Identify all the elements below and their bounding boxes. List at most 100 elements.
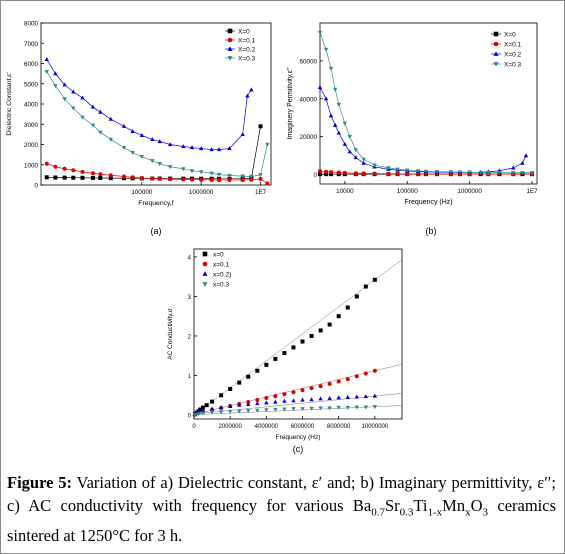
data-point xyxy=(168,177,173,182)
data-point xyxy=(258,124,263,129)
data-point xyxy=(353,171,358,176)
data-point xyxy=(332,122,338,127)
data-point xyxy=(237,402,242,407)
x-tick-label: 1000000 xyxy=(189,189,214,196)
legend-marker xyxy=(493,51,499,56)
x-tick-label: 4000000 xyxy=(255,424,279,430)
data-point xyxy=(497,171,502,176)
data-point xyxy=(372,393,378,398)
data-point xyxy=(255,408,260,413)
data-point xyxy=(181,144,186,149)
formula-subscript-1: 0.7 xyxy=(371,506,385,519)
data-point xyxy=(157,139,162,144)
y-tick-label: 4000 xyxy=(24,102,39,109)
data-point xyxy=(354,394,359,399)
data-point xyxy=(291,390,296,395)
caption-line-1: Variation of a) Dielectric constant, ε′ … xyxy=(76,473,447,492)
series-line-2 xyxy=(46,59,252,150)
data-point xyxy=(240,177,245,182)
data-point xyxy=(336,130,341,135)
figure-caption: Figure 5: Variation of a) Dielectric con… xyxy=(7,471,556,547)
formula-subscript-7: x xyxy=(465,506,471,519)
x-tick-label: 1E7 xyxy=(526,188,538,195)
data-point xyxy=(192,413,198,418)
data-point xyxy=(405,171,410,176)
y-tick-label: 20000 xyxy=(299,134,317,141)
data-point xyxy=(228,386,233,391)
data-point xyxy=(273,394,278,399)
data-point xyxy=(53,164,58,169)
data-point xyxy=(249,87,254,92)
legend-label: X=0 xyxy=(238,29,250,36)
plot-frame xyxy=(40,22,272,186)
chart-imaginary-permittivity: 0 20000 40000 60000 10000 100000 1000000 1E7 Fre… xyxy=(287,22,538,236)
data-point xyxy=(200,411,206,416)
data-point xyxy=(361,160,366,165)
data-point xyxy=(108,137,114,142)
data-point xyxy=(150,159,155,164)
x-axis-title: Frequency (Hz) xyxy=(404,199,452,206)
data-point xyxy=(363,405,369,410)
data-point xyxy=(342,170,347,175)
formula-subscript-9: 3 xyxy=(482,506,489,519)
data-point xyxy=(395,167,400,172)
data-point xyxy=(201,405,206,410)
data-point xyxy=(255,398,260,403)
data-point xyxy=(90,171,95,176)
data-point xyxy=(130,151,135,155)
data-point xyxy=(363,371,368,376)
caption-figure-label: Figure 5: xyxy=(7,473,72,492)
data-point xyxy=(209,147,214,152)
data-point xyxy=(80,95,85,100)
data-point xyxy=(240,174,245,179)
y-axis-title: Imaginery Permitivity,ε'' xyxy=(287,67,294,139)
data-point xyxy=(121,123,127,128)
data-point xyxy=(181,167,186,172)
caption-line-2: permittivity, ε′′; c) AC conductivity wi… xyxy=(7,473,557,515)
data-point xyxy=(361,157,366,162)
data-point xyxy=(386,166,391,171)
data-point xyxy=(167,165,173,170)
data-point xyxy=(354,374,359,379)
data-point xyxy=(423,169,429,174)
fit-line-2 xyxy=(194,393,403,415)
data-point xyxy=(157,162,162,167)
data-point xyxy=(309,397,314,402)
data-point xyxy=(318,328,323,333)
data-point xyxy=(167,142,173,147)
data-point xyxy=(62,97,67,102)
data-point xyxy=(448,170,454,175)
data-point xyxy=(219,393,224,398)
y-tick-label: 2 xyxy=(188,334,192,340)
data-point xyxy=(258,173,263,178)
x-tick-label: 10000000 xyxy=(362,424,389,430)
data-point xyxy=(324,169,329,174)
data-point xyxy=(90,175,95,180)
data-point xyxy=(157,176,162,181)
data-point xyxy=(255,368,260,373)
data-point xyxy=(246,374,251,379)
data-point xyxy=(150,176,155,181)
data-point xyxy=(345,305,350,310)
data-point xyxy=(520,171,525,176)
data-point xyxy=(90,104,96,109)
y-tick-label: 4 xyxy=(188,255,192,261)
data-point xyxy=(324,172,329,177)
data-point xyxy=(282,392,287,397)
data-point xyxy=(327,322,332,327)
data-point xyxy=(258,176,263,181)
formula-subscript-5: 1-x xyxy=(427,506,443,519)
data-point xyxy=(323,96,329,101)
caption-formula: Ba0.7Sr0.3Ti1-xMnxO3 xyxy=(353,496,489,519)
data-point xyxy=(246,409,251,414)
panel-label: (b) xyxy=(426,226,437,236)
y-tick-label: 1 xyxy=(188,374,192,380)
legend-label: x=0.2) xyxy=(213,272,231,279)
data-point xyxy=(520,160,525,165)
y-tick-label: 7000 xyxy=(24,41,39,48)
data-point xyxy=(130,175,135,180)
data-point xyxy=(529,171,535,176)
data-point xyxy=(486,170,491,175)
plot-frame xyxy=(193,248,403,420)
data-point xyxy=(264,396,269,401)
